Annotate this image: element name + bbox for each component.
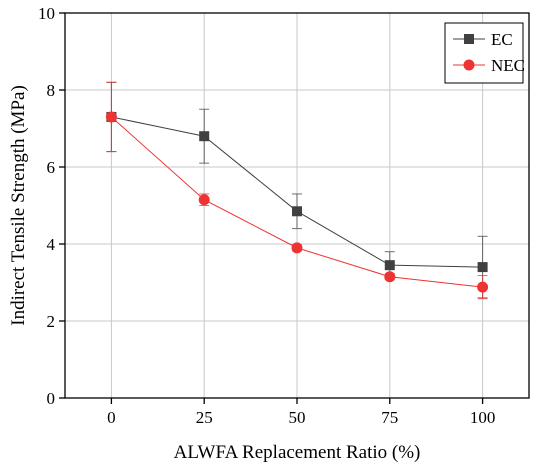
y-tick-label: 0 (47, 389, 56, 408)
legend-marker-ec (464, 34, 474, 44)
y-axis-label: Indirect Tensile Strength (MPa) (8, 85, 29, 326)
y-axis: 0 2 4 6 8 10 (38, 4, 65, 408)
x-tick-label: 50 (289, 408, 306, 427)
data-point-ec (292, 206, 302, 217)
data-point-nec (477, 281, 489, 293)
data-point-nec (198, 194, 210, 206)
legend: EC NEC (444, 22, 525, 84)
legend-marker-nec (463, 59, 475, 71)
x-tick-label: 25 (196, 408, 213, 427)
data-point-ec (384, 260, 395, 271)
x-axis-label: ALWFA Replacement Ratio (%) (174, 442, 421, 463)
series-layer (105, 81, 489, 300)
y-tick-label: 10 (38, 4, 55, 23)
y-tick-label: 4 (47, 235, 56, 254)
legend-label-ec: EC (491, 30, 513, 49)
data-point-nec (291, 242, 303, 254)
series-nec (105, 81, 489, 300)
legend-box (444, 22, 524, 84)
y-tick-label: 6 (47, 158, 56, 177)
data-point-nec (384, 271, 396, 283)
data-point-ec (199, 131, 210, 142)
x-tick-label: 100 (470, 408, 496, 427)
data-point-nec (105, 111, 117, 123)
data-point-ec (477, 262, 488, 273)
y-tick-label: 8 (47, 81, 56, 100)
legend-label-nec: NEC (491, 56, 525, 75)
x-axis: 0 25 50 75 100 (107, 398, 495, 427)
x-tick-label: 0 (107, 408, 116, 427)
y-tick-label: 2 (47, 312, 56, 331)
x-tick-label: 75 (381, 408, 398, 427)
